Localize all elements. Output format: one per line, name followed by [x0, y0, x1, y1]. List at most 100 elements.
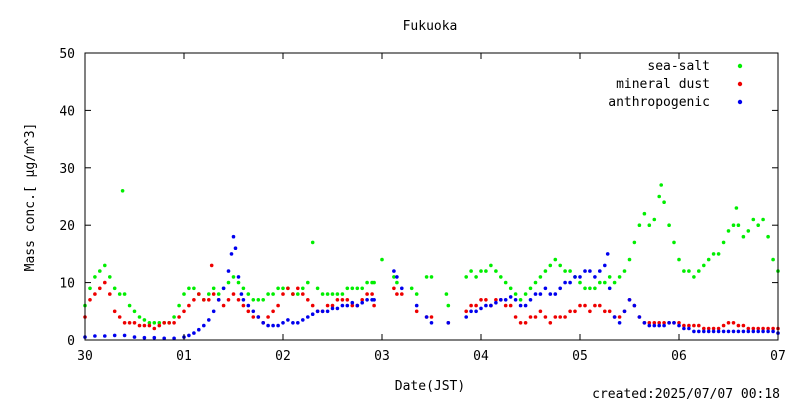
data-point	[286, 286, 290, 291]
data-point	[558, 315, 562, 319]
data-point	[424, 315, 429, 319]
data-point	[392, 286, 396, 291]
data-point	[464, 275, 469, 279]
data-point	[702, 326, 706, 331]
data-point	[380, 257, 384, 262]
data-point	[229, 252, 234, 256]
data-point	[122, 321, 127, 325]
data-point	[209, 263, 214, 268]
data-point	[667, 321, 671, 325]
data-point	[716, 326, 721, 331]
data-point	[226, 298, 231, 302]
data-point	[246, 303, 251, 308]
data-point	[469, 269, 473, 273]
data-point	[702, 329, 706, 334]
data-point	[469, 303, 473, 308]
data-point	[553, 257, 558, 262]
data-point	[538, 309, 543, 314]
data-point	[518, 303, 523, 308]
data-point	[499, 275, 503, 279]
data-point	[726, 329, 731, 334]
x-tick-label: 03	[374, 349, 390, 364]
data-point	[429, 275, 434, 279]
data-point	[588, 286, 592, 291]
data-point	[414, 309, 419, 314]
data-point	[672, 240, 676, 245]
data-point	[682, 269, 686, 273]
data-point	[622, 309, 627, 314]
data-point	[612, 315, 617, 319]
data-point	[192, 286, 196, 291]
x-tick-label: 04	[473, 349, 489, 364]
data-point	[246, 292, 251, 296]
data-point	[637, 223, 642, 227]
data-point	[751, 326, 756, 331]
data-point	[687, 326, 691, 331]
data-point	[711, 329, 716, 334]
data-point	[236, 298, 241, 302]
data-point	[538, 292, 543, 296]
data-point	[523, 321, 528, 325]
data-point	[355, 303, 360, 308]
data-point	[593, 286, 597, 291]
data-point	[202, 323, 206, 328]
data-point	[162, 321, 166, 325]
data-point	[392, 269, 396, 273]
data-point	[207, 298, 211, 302]
data-point	[702, 263, 706, 268]
data-point	[523, 303, 528, 308]
data-point	[464, 309, 469, 314]
data-point	[474, 275, 478, 279]
data-point	[372, 303, 376, 308]
data-point	[513, 298, 518, 302]
data-point	[647, 223, 652, 227]
data-point	[301, 286, 305, 291]
data-point	[132, 321, 137, 325]
data-point	[751, 329, 756, 334]
data-point	[523, 292, 528, 296]
data-point	[637, 315, 642, 319]
data-point	[528, 298, 533, 302]
legend-label: mineral dust	[616, 77, 710, 92]
data-point	[117, 292, 122, 296]
data-point	[607, 309, 612, 314]
data-point	[479, 298, 483, 302]
data-point	[593, 275, 597, 279]
data-point	[489, 263, 493, 268]
data-point	[360, 286, 365, 291]
data-point	[503, 298, 508, 302]
data-point	[122, 333, 127, 338]
data-point	[588, 269, 592, 273]
data-point	[325, 292, 330, 296]
data-point	[315, 309, 320, 314]
data-point	[598, 280, 602, 285]
data-point	[706, 329, 711, 334]
data-point	[310, 240, 315, 245]
data-point	[568, 280, 572, 285]
data-point	[177, 303, 181, 308]
data-point	[310, 303, 315, 308]
data-point	[746, 229, 751, 233]
data-point	[771, 329, 775, 334]
data-point	[424, 275, 429, 279]
data-point	[266, 292, 270, 296]
data-point	[395, 280, 399, 285]
data-point	[182, 292, 186, 296]
data-point	[518, 298, 523, 302]
data-point	[108, 275, 112, 279]
data-point	[216, 292, 221, 296]
data-point	[734, 206, 739, 210]
data-point	[659, 183, 663, 187]
data-point	[692, 323, 696, 328]
legend-label: sea-salt	[647, 59, 710, 74]
data-point	[563, 280, 567, 285]
data-point	[127, 303, 132, 308]
data-point	[137, 323, 142, 328]
data-point	[479, 269, 483, 273]
data-point	[568, 309, 572, 314]
data-point	[147, 323, 152, 328]
data-point	[291, 321, 295, 325]
data-point	[622, 269, 627, 273]
data-point	[157, 321, 162, 325]
data-point	[241, 303, 246, 308]
